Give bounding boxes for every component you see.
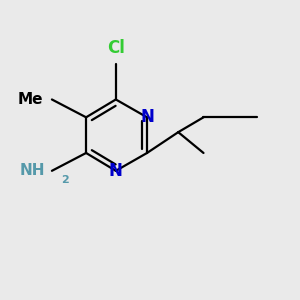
- Text: Cl: Cl: [107, 39, 125, 57]
- Text: 2: 2: [61, 175, 69, 185]
- Text: N: N: [140, 108, 154, 126]
- Text: Me: Me: [17, 92, 43, 107]
- Text: NH: NH: [20, 163, 45, 178]
- Text: N: N: [109, 162, 123, 180]
